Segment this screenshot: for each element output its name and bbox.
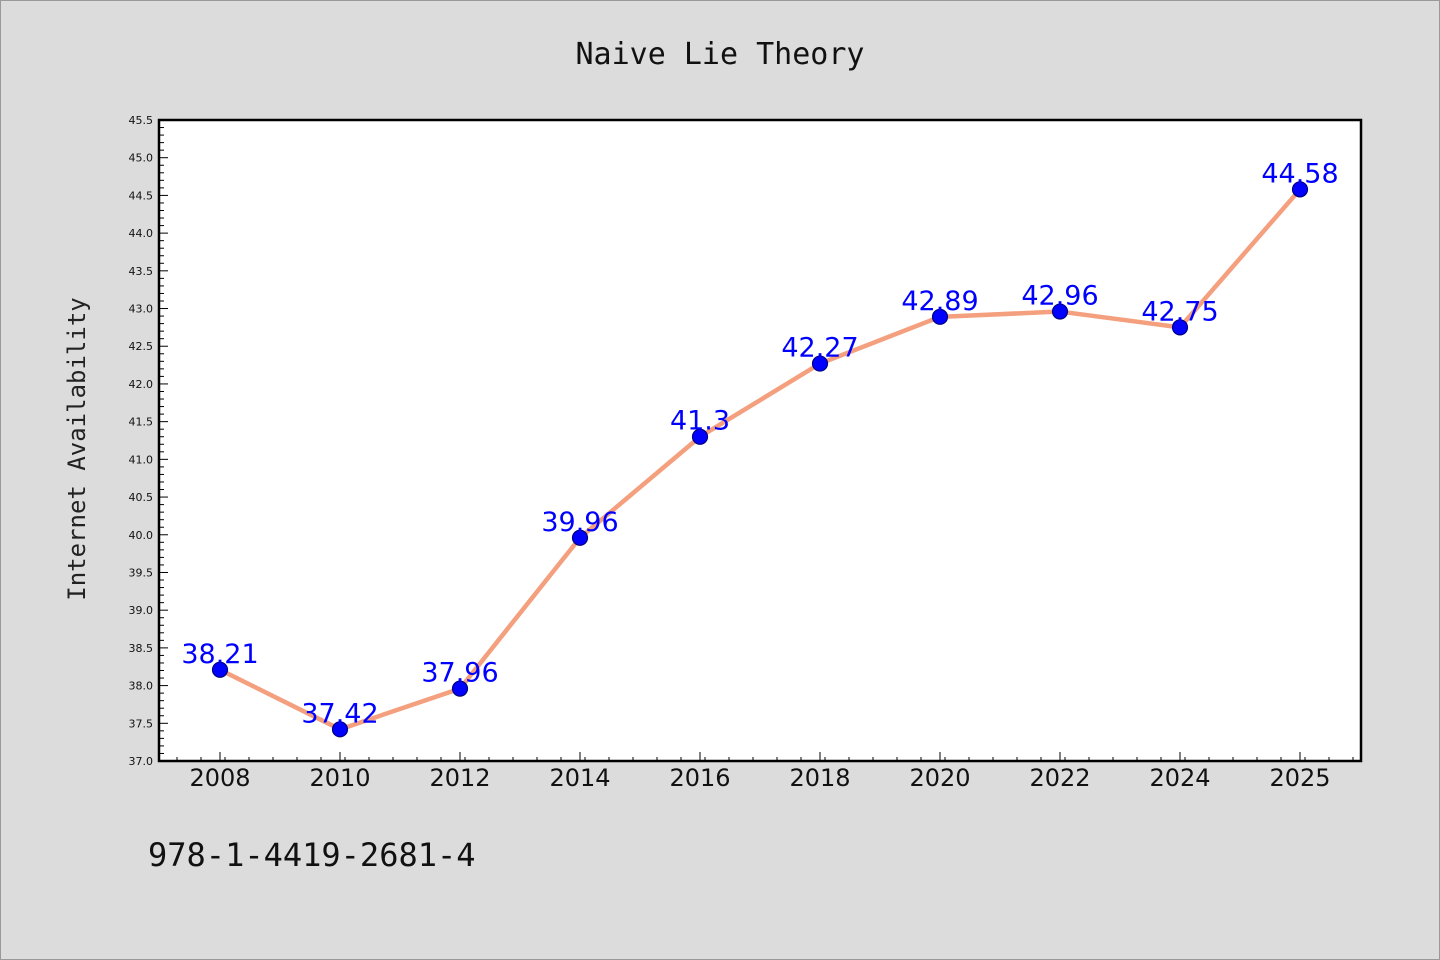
x-tick-label: 2025 <box>1269 764 1330 792</box>
data-label: 41.3 <box>670 406 730 437</box>
data-point <box>811 355 829 372</box>
data-point <box>1171 319 1189 336</box>
y-tick-label: 45.0 <box>129 152 154 165</box>
x-tick-label: 2010 <box>309 764 370 792</box>
data-label: 38.21 <box>181 639 258 670</box>
y-tick-label: 44.5 <box>129 189 154 202</box>
y-tick-label: 40.5 <box>129 491 154 504</box>
data-point <box>331 721 349 738</box>
chart-title: Naive Lie Theory <box>576 37 865 72</box>
data-label: 42.96 <box>1021 281 1098 312</box>
y-tick-label: 39.5 <box>129 566 154 579</box>
x-tick-label: 2016 <box>669 764 730 792</box>
y-tick-label: 42.5 <box>129 340 154 353</box>
plot-area <box>157 118 1363 763</box>
y-tick-label: 38.5 <box>129 642 154 655</box>
y-tick-label: 43.0 <box>129 303 154 316</box>
data-point <box>1051 303 1069 320</box>
y-axis: 37.0 37.5 38.0 38.5 39.0 39.5 40.0 40.5 41.0 41.5… <box>129 114 168 768</box>
data-label: 44.58 <box>1261 158 1338 189</box>
x-tick-label: 2018 <box>789 764 850 792</box>
y-tick-label: 37.0 <box>129 755 154 768</box>
data-point <box>931 308 949 325</box>
data-label: 37.96 <box>421 658 498 689</box>
y-tick-label: 42.0 <box>129 378 154 391</box>
y-tick-label: 41.0 <box>129 453 154 466</box>
y-tick-label: 40.0 <box>129 529 154 542</box>
x-axis: 2008 2010 2012 2014 2016 2018 2020 2022 2024 2025 <box>176 752 1354 792</box>
y-tick-label: 44.0 <box>129 227 154 240</box>
data-point <box>691 428 709 445</box>
series-group <box>211 181 1309 738</box>
data-label: 39.96 <box>541 507 618 538</box>
x-tick-label: 2024 <box>1149 764 1210 792</box>
data-label: 42.75 <box>1141 296 1218 327</box>
x-tick-label: 2022 <box>1029 764 1090 792</box>
x-tick-label: 2008 <box>189 764 250 792</box>
y-tick-label: 43.5 <box>129 265 154 278</box>
x-tick-label: 2014 <box>549 764 610 792</box>
y-tick-label: 37.5 <box>129 717 154 730</box>
data-point <box>571 529 589 546</box>
data-point <box>211 661 229 678</box>
x-tick-label: 2012 <box>429 764 490 792</box>
x-tick-label: 2020 <box>909 764 970 792</box>
y-axis-label: Internet Availability <box>63 297 91 600</box>
y-tick-label: 38.0 <box>129 680 154 693</box>
data-labels: 38.21 37.42 37.96 39.96 41.3 42.27 42.89 42.96 4… <box>181 158 1338 729</box>
data-point <box>451 680 469 697</box>
series-line <box>217 187 1303 732</box>
y-tick-label: 41.5 <box>129 416 154 429</box>
isbn-annotation: 978-1-4419-2681-4 <box>148 836 476 874</box>
data-point <box>1291 181 1309 198</box>
data-label: 42.27 <box>781 333 858 364</box>
data-label: 42.89 <box>901 286 978 317</box>
y-tick-label: 39.0 <box>129 604 154 617</box>
y-tick-label: 45.5 <box>129 114 154 127</box>
data-label: 37.42 <box>301 698 378 729</box>
